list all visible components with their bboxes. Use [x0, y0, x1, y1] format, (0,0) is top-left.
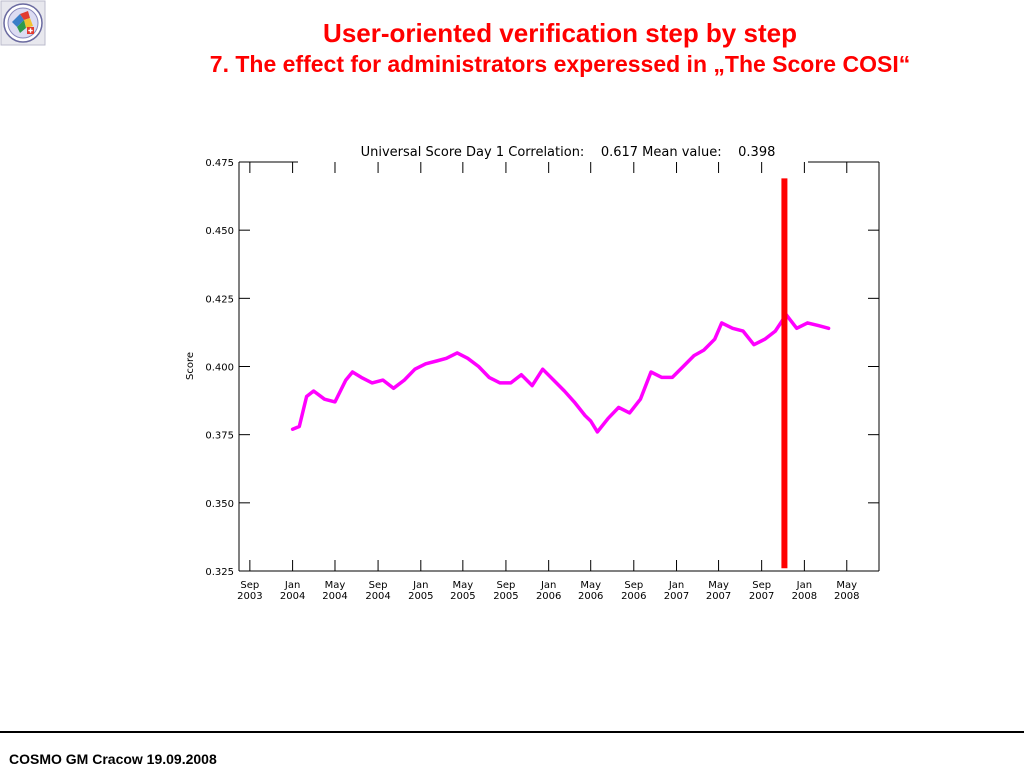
y-tick-label: 0.475 [205, 158, 234, 169]
x-tick-label-month: May [708, 580, 729, 591]
x-tick-label-month: Sep [496, 580, 515, 591]
x-tick-label-month: Sep [240, 580, 259, 591]
title-line-2: 7. The effect for administrators experes… [209, 51, 911, 77]
slide-title: User-oriented verification step by step … [100, 18, 1020, 79]
x-tick-label-year: 2007 [664, 591, 689, 602]
y-tick-label: 0.325 [205, 567, 234, 578]
x-tick-label-month: May [325, 580, 346, 591]
x-tick-label-year: 2006 [621, 591, 646, 602]
y-tick-label: 0.400 [205, 363, 234, 374]
series-line [290, 312, 831, 434]
x-tick-label-year: 2004 [280, 591, 305, 602]
x-tick-label-month: Sep [369, 580, 388, 591]
x-tick-label-year: 2005 [450, 591, 475, 602]
x-ticks: Sep2003Jan2004May2004Sep2004Jan2005May20… [237, 162, 859, 602]
footer-text: COSMO GM Cracow 19.09.2008 [9, 751, 217, 767]
x-tick-label-month: Sep [624, 580, 643, 591]
x-tick-label-year: 2007 [706, 591, 731, 602]
x-tick-label-year: 2005 [408, 591, 433, 602]
series [290, 312, 831, 434]
x-tick-label-year: 2008 [792, 591, 817, 602]
y-tick-label: 0.450 [205, 226, 234, 237]
x-tick-label-month: Jan [668, 580, 684, 591]
title-line-1: User-oriented verification step by step [323, 18, 797, 48]
y-tick-label: 0.350 [205, 499, 234, 510]
y-axis-label: Score [185, 352, 196, 380]
x-tick-label-month: Sep [752, 580, 771, 591]
x-tick-label-month: May [452, 580, 473, 591]
cosmo-logo-icon [0, 0, 46, 46]
y-tick-label: 0.425 [205, 294, 234, 305]
chart-title: Universal Score Day 1 Correlation: 0.617… [361, 145, 776, 160]
x-tick-label-year: 2007 [749, 591, 774, 602]
x-tick-label-year: 2004 [322, 591, 347, 602]
x-tick-label-year: 2008 [834, 591, 859, 602]
x-tick-label-month: Jan [412, 580, 428, 591]
x-tick-label-year: 2006 [578, 591, 603, 602]
x-tick-label-year: 2004 [365, 591, 390, 602]
x-tick-label-year: 2005 [493, 591, 518, 602]
x-tick-label-month: May [580, 580, 601, 591]
x-tick-label-month: Jan [796, 580, 812, 591]
x-tick-label-year: 2003 [237, 591, 262, 602]
x-tick-label-year: 2006 [536, 591, 561, 602]
y-tick-label: 0.375 [205, 431, 234, 442]
x-tick-label-month: Jan [540, 580, 556, 591]
x-tick-label-month: May [836, 580, 857, 591]
y-ticks: 0.325 0.350 0.375 0.400 0.425 0.450 0.475 [205, 158, 879, 578]
footer-divider [0, 731, 1024, 733]
x-tick-label-month: Jan [284, 580, 300, 591]
